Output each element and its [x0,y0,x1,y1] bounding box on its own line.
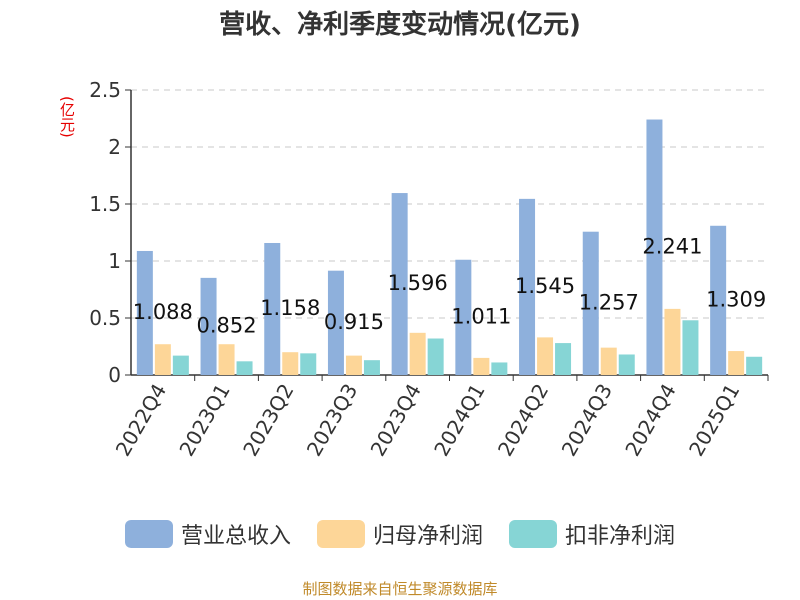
bar-revenue [710,225,727,375]
bar-revenue [582,231,599,375]
bar-revenue [519,198,536,375]
x-tick-label: 2024Q1 [429,379,489,460]
x-tick-label: 2025Q1 [684,380,744,461]
bar-net-profit [218,344,235,375]
bar-revenue [200,277,217,375]
legend-item-deducted-net-profit[interactable]: 扣非净利润 [509,518,675,550]
data-label: 2.241 [642,234,702,258]
chart-title: 营收、净利季度变动情况(亿元) [219,10,581,40]
bar-net-profit [409,332,426,375]
bar-chart: 0 0.5 1 1.5 2 2.5 2022Q4 2023Q1 2023Q2 2023Q3 2023… [89,78,769,461]
x-tick-label: 2024Q3 [557,380,617,461]
x-tick-label: 2022Q4 [111,380,171,461]
data-label: 1.088 [133,300,193,324]
y-tick-label: 1.5 [89,192,121,216]
y-tick-label: 0.5 [89,306,121,330]
bar-deducted-net-profit [618,354,635,375]
data-label: 1.257 [579,290,639,314]
x-tick-label: 2024Q4 [620,380,680,461]
bar-net-profit [473,357,490,375]
legend-swatch-net-profit [316,520,365,548]
y-tick-label: 2.5 [89,78,121,102]
bar-revenue [455,259,472,375]
y-tick-label: 0 [108,363,121,387]
y-tick-label: 2 [108,135,121,159]
bar-revenue [264,242,281,375]
data-label: 1.011 [451,304,511,328]
bar-deducted-net-profit [682,320,699,375]
y-axis-unit-label: (亿元) [58,96,76,138]
bar-deducted-net-profit [172,355,189,375]
legend-label-deducted-net-profit: 扣非净利润 [565,524,676,549]
bar-net-profit [282,352,299,375]
legend-swatch-deducted-net-profit [509,520,557,548]
x-tick-label: 2023Q1 [174,380,234,461]
x-tick-label: 2023Q4 [366,380,426,461]
bar-net-profit [728,351,745,375]
bar-deducted-net-profit [236,361,253,375]
legend-item-revenue[interactable]: 营业总收入 [124,518,291,550]
data-label: 1.545 [515,274,575,298]
x-tick-label: 2024Q2 [493,380,553,461]
x-tick-label: 2023Q3 [302,380,362,461]
legend-label-net-profit: 归母净利润 [372,524,483,549]
bar-net-profit [537,337,554,375]
legend: 营业总收入 归母净利润 扣非净利润 [0,518,800,550]
data-label: 1.158 [260,296,320,320]
bar-revenue [327,270,344,375]
data-source-note: 制图数据来自恒生聚源数据库 [302,580,498,598]
bar-deducted-net-profit [746,356,763,375]
bar-deducted-net-profit [555,343,572,375]
bar-net-profit [154,344,171,375]
y-tick-label: 1 [108,249,121,273]
legend-swatch-revenue [124,520,173,548]
bar-revenue [646,119,663,375]
bar-deducted-net-profit [427,338,444,375]
bar-net-profit [345,355,362,375]
data-label: 1.596 [388,271,448,295]
bar-deducted-net-profit [491,362,508,375]
data-label: 0.852 [196,313,256,337]
bar-net-profit [600,347,617,375]
bar-revenue [391,193,408,375]
legend-label-revenue: 营业总收入 [180,524,291,549]
bar-deducted-net-profit [300,353,317,375]
legend-item-net-profit[interactable]: 归母净利润 [316,518,483,550]
data-label: 1.309 [706,287,766,311]
bar-net-profit [664,308,681,375]
x-tick-label: 2023Q2 [238,380,298,461]
bar-deducted-net-profit [363,360,380,375]
data-label: 0.915 [324,310,384,334]
bar-revenue [136,250,153,375]
